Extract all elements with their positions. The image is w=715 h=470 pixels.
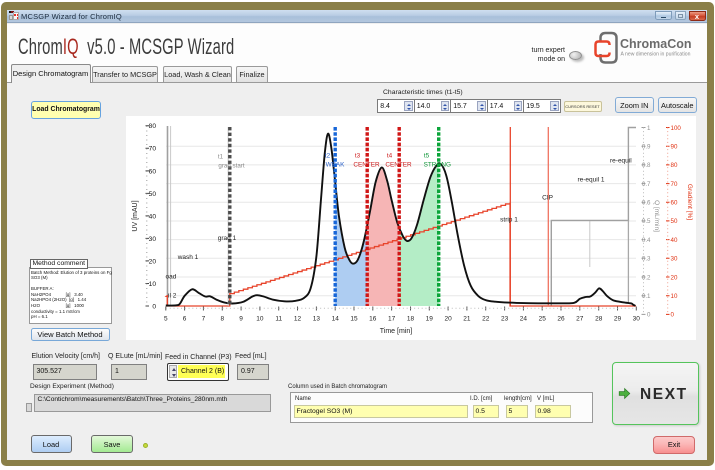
svg-text:t5: t5 — [424, 153, 430, 160]
svg-text:13: 13 — [313, 316, 321, 323]
svg-text:11: 11 — [275, 316, 282, 323]
svg-text:30: 30 — [633, 316, 641, 323]
svg-text:24: 24 — [520, 316, 528, 323]
svg-text:il 2: il 2 — [168, 293, 177, 300]
svg-text:28: 28 — [595, 316, 603, 323]
svg-text:10: 10 — [149, 281, 157, 288]
svg-text:14: 14 — [332, 316, 340, 323]
svg-text:30: 30 — [149, 236, 157, 243]
svg-text:5: 5 — [164, 316, 168, 323]
svg-text:0: 0 — [152, 303, 156, 310]
svg-text:18: 18 — [407, 316, 415, 323]
svg-text:19: 19 — [426, 316, 434, 323]
svg-text:29: 29 — [614, 316, 622, 323]
svg-text:0.3: 0.3 — [642, 256, 651, 263]
svg-text:grad 1: grad 1 — [218, 235, 237, 242]
svg-text:Gradient [%]: Gradient [%] — [686, 184, 693, 220]
svg-text:strip 1: strip 1 — [500, 217, 518, 224]
svg-text:10: 10 — [256, 316, 264, 323]
svg-text:6: 6 — [183, 316, 187, 323]
svg-text:40: 40 — [671, 237, 678, 244]
svg-text:Q [mL/min]: Q [mL/min] — [653, 200, 660, 232]
svg-text:0: 0 — [671, 312, 675, 319]
svg-text:0.1: 0.1 — [642, 293, 651, 300]
svg-text:15: 15 — [350, 316, 358, 323]
svg-text:oad: oad — [166, 274, 177, 281]
svg-text:20: 20 — [149, 258, 157, 265]
svg-text:23: 23 — [501, 316, 509, 323]
svg-text:20: 20 — [671, 274, 678, 281]
svg-text:60: 60 — [671, 200, 678, 207]
svg-text:12: 12 — [294, 316, 302, 323]
svg-text:17: 17 — [388, 316, 396, 323]
svg-text:t3: t3 — [355, 153, 361, 160]
svg-text:A new dimension in purificatio: A new dimension in purification — [621, 52, 691, 58]
svg-text:100: 100 — [671, 125, 682, 132]
svg-text:50: 50 — [671, 218, 678, 225]
svg-text:8: 8 — [220, 316, 224, 323]
svg-text:20: 20 — [444, 316, 452, 323]
svg-text:10: 10 — [671, 293, 678, 300]
svg-text:CENTER: CENTER — [353, 162, 380, 169]
svg-text:27: 27 — [576, 316, 584, 323]
svg-text:90: 90 — [671, 144, 678, 151]
svg-text:25: 25 — [539, 316, 547, 323]
svg-text:t4: t4 — [387, 153, 393, 160]
svg-text:0.4: 0.4 — [642, 237, 651, 244]
svg-text:0.6: 0.6 — [642, 200, 651, 207]
svg-text:0.2: 0.2 — [642, 274, 651, 281]
svg-text:CIP: CIP — [542, 195, 553, 202]
svg-text:70: 70 — [671, 181, 678, 188]
svg-text:7: 7 — [202, 316, 206, 323]
svg-text:STRONG: STRONG — [424, 162, 451, 169]
svg-text:40: 40 — [149, 213, 157, 220]
svg-text:t1: t1 — [218, 154, 224, 161]
svg-text:9: 9 — [239, 316, 243, 323]
svg-text:t2: t2 — [325, 153, 331, 160]
svg-text:0.8: 0.8 — [642, 162, 651, 169]
svg-text:21: 21 — [463, 316, 471, 323]
svg-text:grad start: grad start — [218, 163, 244, 170]
svg-text:60: 60 — [149, 168, 157, 175]
svg-text:22: 22 — [482, 316, 490, 323]
svg-text:70: 70 — [149, 146, 157, 153]
svg-text:re-equil 1: re-equil 1 — [577, 177, 604, 184]
svg-text:re-equil: re-equil — [610, 158, 632, 165]
svg-text:ChromaCon: ChromaCon — [620, 37, 692, 51]
svg-text:80: 80 — [149, 123, 157, 130]
svg-text:UV [mAU]: UV [mAU] — [132, 200, 139, 231]
svg-text:CENTER: CENTER — [385, 162, 412, 169]
svg-text:26: 26 — [557, 316, 565, 323]
svg-text:30: 30 — [671, 256, 678, 263]
svg-text:0.7: 0.7 — [642, 181, 651, 188]
svg-text:WEAK: WEAK — [326, 162, 346, 169]
svg-text:Time [min]: Time [min] — [380, 328, 412, 335]
svg-text:50: 50 — [149, 191, 157, 198]
svg-text:1: 1 — [647, 125, 651, 132]
svg-text:0.9: 0.9 — [642, 144, 651, 151]
svg-text:80: 80 — [671, 162, 678, 169]
svg-text:0.5: 0.5 — [642, 218, 651, 225]
svg-text:16: 16 — [369, 316, 377, 323]
svg-text:0: 0 — [647, 312, 651, 319]
svg-text:wash 1: wash 1 — [177, 254, 199, 261]
